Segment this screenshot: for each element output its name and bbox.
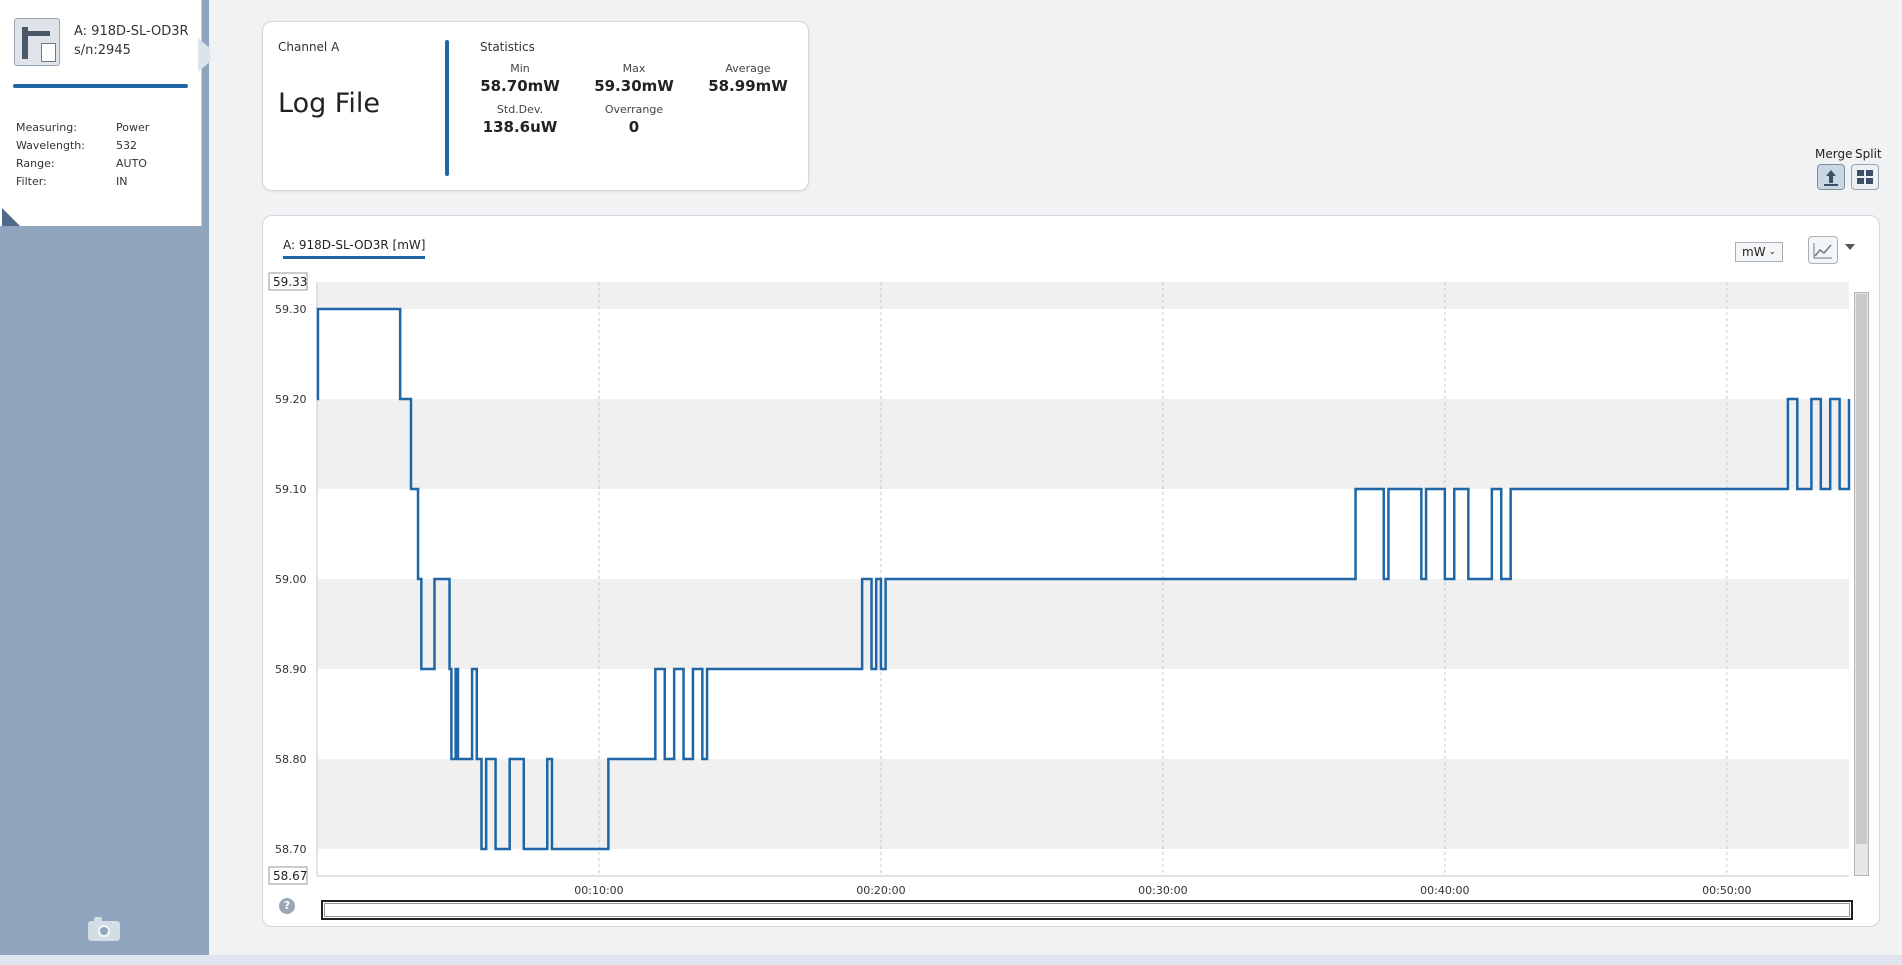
- detail-label: Measuring:: [16, 121, 77, 134]
- stat-average: Average 58.99mW: [688, 62, 808, 95]
- camera-icon: [88, 917, 120, 941]
- y-tick-label: 58.80: [275, 753, 307, 766]
- stat-value: 58.99mW: [708, 77, 788, 95]
- detail-wavelength: Wavelength: 532: [16, 139, 137, 152]
- device-serial: s/n:2945: [74, 43, 131, 58]
- x-tick-label: 00:30:00: [1138, 884, 1187, 896]
- chevron-down-icon: ⌄: [1768, 247, 1776, 257]
- grid-band: [317, 282, 1849, 309]
- y-tick-label: 58.70: [275, 843, 307, 856]
- y-tick-label: 59.10: [275, 483, 307, 496]
- mode-title: Log File: [278, 88, 380, 119]
- stat-label: Average: [725, 62, 771, 75]
- split-label: Split: [1855, 147, 1882, 161]
- line-chart-icon: [1813, 243, 1832, 259]
- detail-label: Range:: [16, 157, 55, 170]
- split-button[interactable]: [1851, 164, 1879, 190]
- detail-label: Filter:: [16, 175, 47, 188]
- device-card[interactable]: A: 918D-SL-OD3R s/n:2945 Measuring: Power…: [0, 0, 202, 226]
- stat-std-dev: Std.Dev. 138.6uW: [460, 103, 580, 136]
- x-tick-label: 00:10:00: [574, 884, 623, 896]
- y-tick-label: 58.90: [275, 663, 307, 676]
- merge-icon: [1824, 170, 1838, 186]
- stat-label: Min: [510, 62, 530, 75]
- vertical-scrollbar[interactable]: [1854, 292, 1869, 876]
- y-min-label: 58.67: [273, 869, 307, 883]
- y-min-label-box: [268, 866, 308, 885]
- detail-value: Power: [116, 121, 150, 134]
- camera-button[interactable]: [86, 917, 122, 944]
- stat-min: Min 58.70mW: [460, 62, 580, 95]
- split-icon: [1857, 170, 1873, 184]
- y-tick-label: 59.20: [275, 393, 307, 406]
- graph-panel: A: 918D-SL-OD3R [mW] mW ⌄ 59.30 59.20 59.1…: [262, 215, 1880, 927]
- unit-dropdown[interactable]: mW ⌄: [1735, 242, 1783, 262]
- help-icon[interactable]: ?: [279, 898, 295, 914]
- y-max-label-box: [268, 272, 308, 291]
- stat-value: 59.30mW: [594, 77, 674, 95]
- grid-band: [317, 579, 1849, 669]
- taskbar: [0, 955, 1902, 965]
- stat-value: 58.70mW: [480, 77, 560, 95]
- power-chart: 59.30 59.20 59.10 59.00 58.90 58.80 58.70 59.33…: [268, 272, 1851, 896]
- y-max-label: 59.33: [273, 275, 307, 289]
- scrollbar-thumb[interactable]: [1856, 294, 1867, 844]
- grid-band: [317, 399, 1849, 489]
- series-line: [316, 307, 1851, 851]
- scrollbar-thumb[interactable]: [324, 903, 1850, 917]
- stat-value: 138.6uW: [482, 118, 558, 136]
- stat-max: Max 59.30mW: [574, 62, 694, 95]
- horizontal-scrollbar[interactable]: [321, 900, 1853, 920]
- detail-label: Wavelength:: [16, 139, 85, 152]
- x-tick-label: 00:20:00: [856, 884, 905, 896]
- detail-filter: Filter: IN: [16, 175, 127, 188]
- stat-value: 0: [628, 118, 640, 136]
- stats-divider: [445, 40, 449, 176]
- unit-value: mW: [1742, 245, 1766, 259]
- y-tick-label: 59.00: [275, 573, 307, 586]
- y-tick-label: 59.30: [275, 303, 307, 316]
- device-icon: [14, 18, 60, 66]
- detail-value: 532: [116, 139, 137, 152]
- detail-value: IN: [116, 175, 128, 188]
- detail-measuring: Measuring: Power: [16, 121, 149, 134]
- grid-band: [317, 759, 1849, 849]
- sidebar: A: 918D-SL-OD3R s/n:2945 Measuring: Power…: [0, 0, 210, 955]
- merge-button[interactable]: [1817, 164, 1845, 190]
- chart-type-dropdown-icon[interactable]: [1845, 244, 1855, 250]
- device-divider: [13, 84, 188, 88]
- detail-range: Range: AUTO: [16, 157, 147, 170]
- stat-overrange: Overrange 0: [574, 103, 694, 136]
- stat-label: Max: [622, 62, 646, 75]
- channel-label: Channel A: [278, 40, 340, 54]
- chart-type-button[interactable]: [1808, 236, 1838, 264]
- x-tick-label: 00:40:00: [1420, 884, 1469, 896]
- statistics-title: Statistics: [480, 40, 535, 54]
- stat-label: Std.Dev.: [496, 103, 544, 116]
- device-model: A: 918D-SL-OD3R: [74, 24, 189, 39]
- merge-label: Merge: [1815, 147, 1853, 161]
- detail-value: AUTO: [116, 157, 147, 170]
- series-legend[interactable]: A: 918D-SL-OD3R [mW]: [283, 238, 426, 259]
- statistics-panel: Channel A Log File Statistics Min 58.70m…: [262, 21, 809, 191]
- stat-label: Overrange: [604, 103, 664, 116]
- collapse-panel-button[interactable]: [198, 38, 210, 72]
- device-name: A: 918D-SL-OD3R s/n:2945: [74, 22, 189, 60]
- card-resize-corner-icon[interactable]: [2, 208, 20, 226]
- x-tick-label: 00:50:00: [1702, 884, 1751, 896]
